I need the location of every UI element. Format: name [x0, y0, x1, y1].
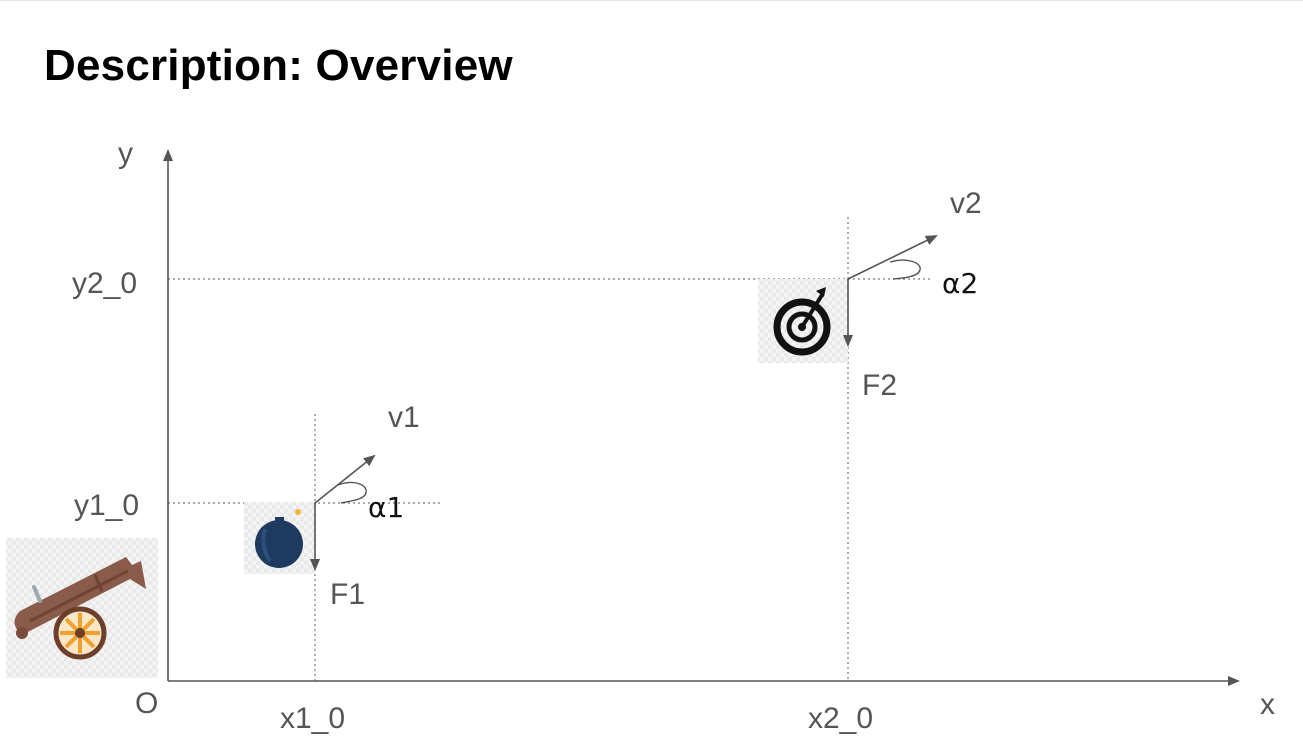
object2-vectors [843, 235, 938, 347]
alpha1-label: α1 [368, 491, 404, 524]
axes [163, 149, 1240, 686]
v2-label: v2 [950, 187, 982, 220]
tick-x2-0: x2_0 [808, 702, 873, 735]
bomb-icon [244, 502, 314, 574]
f1-label: F1 [330, 578, 365, 611]
object1-vectors [310, 454, 376, 571]
alpha1-arc [337, 481, 367, 504]
v1-arrow [314, 454, 376, 504]
origin-label: O [135, 687, 158, 720]
tick-y2-0: y2_0 [72, 267, 137, 300]
tick-y1-0: y1_0 [74, 489, 139, 522]
slide-title: Description: Overview [44, 41, 513, 90]
alpha2-label: α2 [942, 267, 978, 300]
alpha2-arc [889, 259, 921, 280]
target-icon [758, 279, 848, 363]
tick-x1-0: x1_0 [280, 702, 345, 735]
v2-arrow [847, 235, 938, 280]
f2-label: F2 [862, 369, 897, 402]
x-axis-label: x [1260, 688, 1275, 721]
y-axis-label: y [118, 137, 133, 170]
cannon-icon [6, 538, 158, 678]
v1-label: v1 [388, 401, 420, 434]
